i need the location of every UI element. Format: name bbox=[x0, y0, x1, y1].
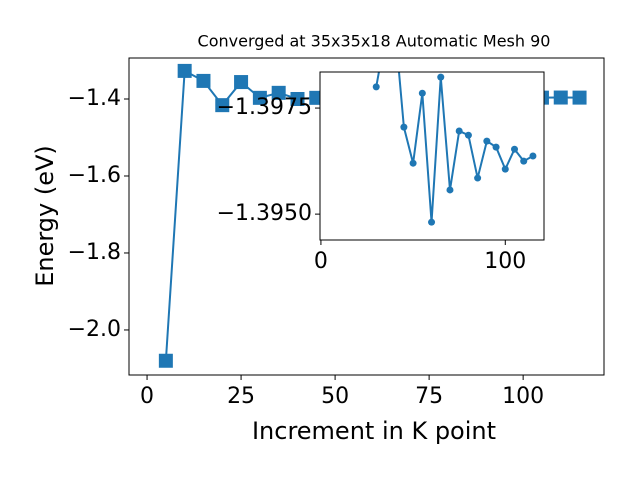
x-tick-label: 50 bbox=[321, 384, 349, 409]
x-tick-label: 100 bbox=[484, 249, 526, 274]
marker bbox=[418, 89, 426, 97]
marker bbox=[446, 186, 454, 194]
y-tick-label: −2.0 bbox=[68, 317, 121, 342]
marker bbox=[158, 353, 173, 368]
marker bbox=[520, 157, 528, 165]
marker bbox=[391, 20, 398, 27]
marker bbox=[271, 85, 286, 100]
marker bbox=[455, 127, 463, 135]
plot-area: 0 100 −1.3975 −1.3950 bbox=[217, 20, 545, 274]
marker bbox=[177, 63, 192, 78]
y-tick-label: −1.3975 bbox=[217, 95, 312, 120]
y-tick-label: −1.6 bbox=[68, 163, 121, 188]
x-tick-label: 0 bbox=[140, 384, 154, 409]
y-axis-label: Energy (eV) bbox=[31, 145, 59, 287]
y-tick-label: −1.3950 bbox=[217, 201, 312, 226]
marker bbox=[290, 91, 305, 106]
axes-frame bbox=[128, 57, 605, 376]
marker bbox=[529, 152, 537, 160]
marker bbox=[501, 165, 509, 173]
marker bbox=[572, 90, 587, 105]
marker bbox=[464, 131, 472, 139]
marker bbox=[428, 218, 436, 226]
marker bbox=[492, 143, 500, 151]
x-tick-label: 0 bbox=[314, 249, 328, 274]
marker bbox=[409, 159, 417, 167]
marker bbox=[474, 174, 482, 182]
series-line bbox=[375, 72, 534, 223]
marker bbox=[437, 73, 445, 81]
chart-title: Converged at 35x35x18 Automatic Mesh 90 bbox=[198, 32, 551, 51]
marker bbox=[215, 98, 230, 113]
x-tick-label: 100 bbox=[502, 384, 544, 409]
x-tick-label: 75 bbox=[415, 384, 443, 409]
marker bbox=[400, 123, 408, 131]
x-axis-label: Increment in K point bbox=[252, 417, 496, 445]
y-tick-label: −1.4 bbox=[68, 86, 121, 111]
marker bbox=[196, 73, 211, 88]
marker bbox=[234, 75, 249, 90]
marker bbox=[372, 83, 380, 91]
x-tick-label: 25 bbox=[227, 384, 255, 409]
marker bbox=[511, 145, 519, 153]
marker bbox=[483, 137, 491, 145]
axes-frame bbox=[319, 71, 545, 241]
y-tick-label: −1.8 bbox=[68, 240, 121, 265]
marker bbox=[553, 90, 568, 105]
marker bbox=[252, 90, 267, 105]
